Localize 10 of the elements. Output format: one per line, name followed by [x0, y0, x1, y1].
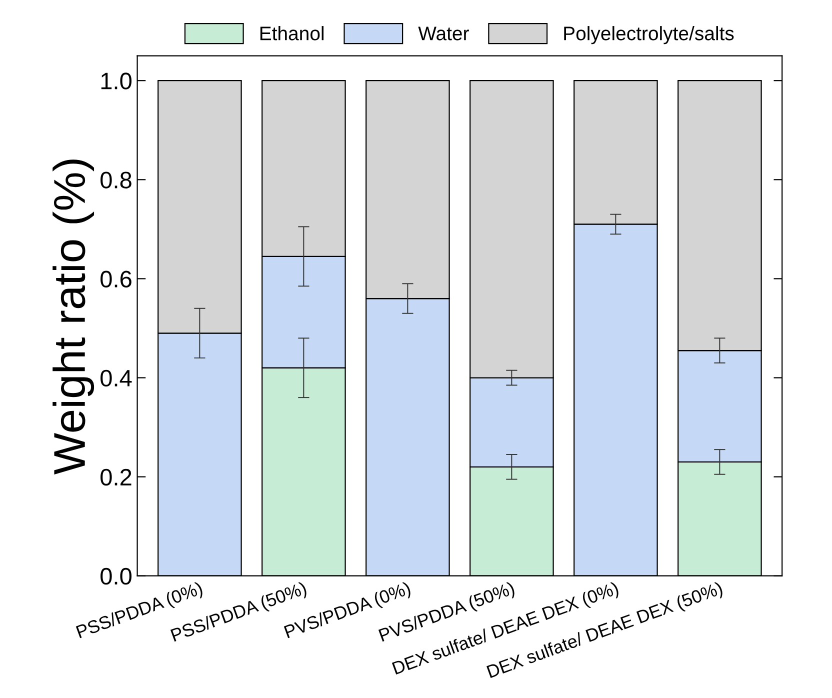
y-tick-label: 0.0 [100, 568, 132, 585]
y-tick-label: 0.8 [100, 172, 132, 188]
y-tick-label: 0.6 [100, 270, 132, 288]
legend-label: Water [418, 26, 469, 40]
y-tick-label: 1.0 [101, 72, 132, 90]
y-tick-label: 0.4 [100, 370, 132, 387]
legend-label: Polyelectrolyte/salts [564, 26, 734, 44]
legend-label: Ethanol [260, 26, 324, 40]
y-tick-label: 0.2 [100, 468, 132, 486]
y-axis-title: Weight ratio (%) [52, 160, 94, 475]
